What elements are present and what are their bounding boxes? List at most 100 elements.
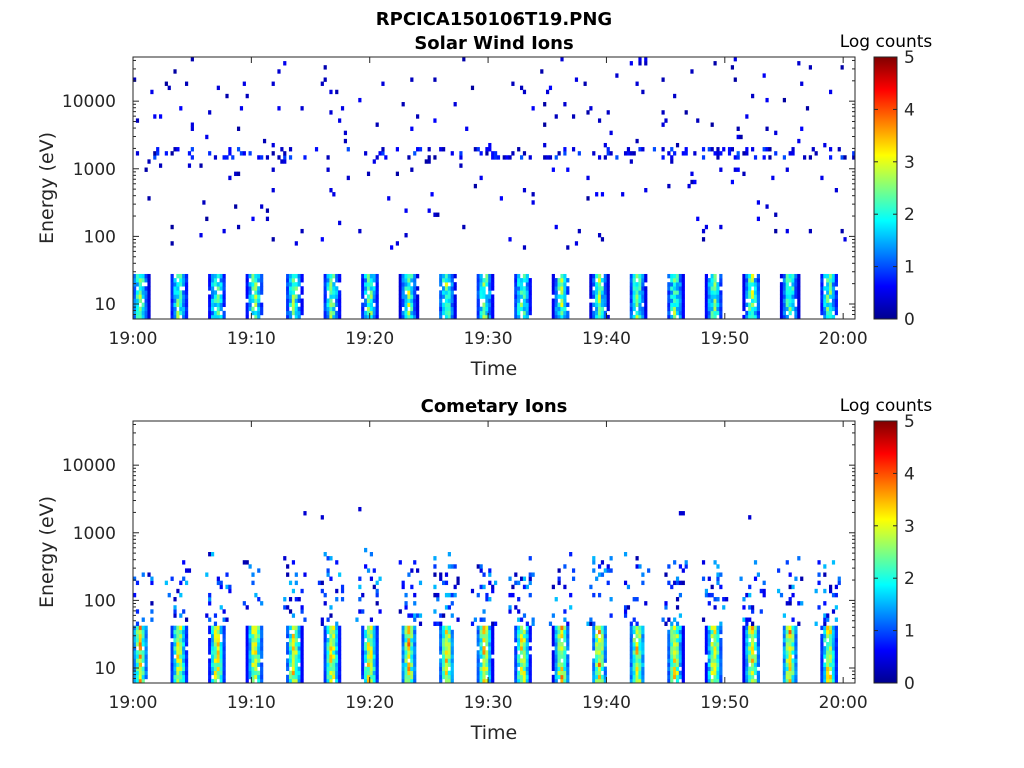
heatmap-cell [563,306,567,312]
heatmap-cell [491,658,495,663]
heatmap-cell [482,294,486,299]
heatmap-cell [387,196,391,201]
heatmap-cell [283,605,287,610]
heatmap-cell [176,658,180,663]
heatmap-cell [332,625,336,631]
heatmap-cell [742,314,746,320]
heatmap-cell [670,678,674,684]
heatmap-cell [444,592,449,598]
heatmap-cell [826,633,830,639]
heatmap-cell [401,298,405,303]
heatmap-cell [589,286,593,291]
heatmap-cell [829,629,833,635]
heatmap-cell [716,576,720,581]
heatmap-cell [208,298,212,303]
heatmap-cell [719,637,723,643]
heatmap-cell [522,662,527,667]
heatmap-cell [782,286,786,291]
heatmap-cell [257,298,261,303]
heatmap-cell [791,625,795,631]
heatmap-cell [286,290,290,295]
heatmap-cell [829,650,833,655]
heatmap-cell [595,654,599,659]
heatmap-cell [543,122,547,127]
heatmap-cell [338,302,342,308]
heatmap-cell [491,637,495,643]
heatmap-cell [416,310,420,316]
heatmap-cell [401,278,405,283]
heatmap-cell [632,294,636,299]
heatmap-cell [375,625,379,631]
heatmap-cell [184,302,189,308]
heatmap-cell [245,633,249,639]
heatmap-cell [756,216,760,222]
heatmap-cell [517,678,521,684]
heatmap-cell [248,654,252,659]
heatmap-cell [254,625,258,631]
colorbar-tick-label: 5 [904,412,915,432]
heatmap-cell [444,633,449,639]
heatmap-cell [595,286,599,291]
heatmap-cell [488,666,492,672]
heatmap-cell [257,625,261,631]
heatmap-cell [505,155,509,160]
heatmap-cell [597,572,602,577]
heatmap-cell [673,650,677,655]
heatmap-cell [678,637,683,643]
heatmap-cell [805,106,810,111]
heatmap-cell [664,621,668,626]
heatmap-cell [638,666,642,672]
heatmap-cell [147,298,151,303]
heatmap-cell [678,290,683,295]
heatmap-cell [144,298,148,303]
heatmap-cell [595,302,599,308]
heatmap-cell [335,298,339,303]
heatmap-cell [831,592,836,598]
heatmap-cell [834,310,838,316]
heatmap-cell [372,290,376,295]
heatmap-cell [600,572,605,577]
heatmap-cell [525,294,529,299]
heatmap-cell [528,629,532,635]
heatmap-cell [829,282,833,287]
heatmap-cell [219,302,223,308]
heatmap-cell [364,286,368,291]
heatmap-cell [404,310,408,316]
heatmap-cell [554,302,558,308]
heatmap-cell [141,273,145,279]
heatmap-cell [603,650,607,655]
heatmap-cell [554,310,558,316]
heatmap-cell [381,147,385,152]
heatmap-cell [641,670,645,676]
heatmap-cell [479,670,483,676]
heatmap-cell [482,278,486,283]
heatmap-cell [826,286,830,291]
heatmap-cell [632,290,636,295]
heatmap-cell [675,650,680,655]
heatmap-cell [416,302,420,308]
heatmap-cell [225,93,229,99]
heatmap-cell [479,674,483,680]
heatmap-cell [831,666,836,672]
heatmap-cell [462,224,466,230]
heatmap-cell [823,621,827,626]
heatmap-cell [133,592,137,598]
heatmap-cell [667,642,671,647]
heatmap-cell [332,654,336,659]
heatmap-cell [332,629,336,635]
heatmap-cell [260,629,264,635]
heatmap-cell [329,666,333,672]
heatmap-cell [491,650,495,655]
heatmap-cell [407,310,411,316]
heatmap-cell [831,654,836,659]
heatmap-cell [670,302,674,308]
heatmap-cell [745,290,749,295]
heatmap-cell [329,637,333,643]
heatmap-cell [248,650,252,655]
heatmap-cell [288,286,293,291]
heatmap-cell [213,155,218,160]
heatmap-cell [361,306,365,312]
heatmap-cell [730,147,735,152]
heatmap-cell [173,670,177,676]
heatmap-cell [719,224,723,230]
